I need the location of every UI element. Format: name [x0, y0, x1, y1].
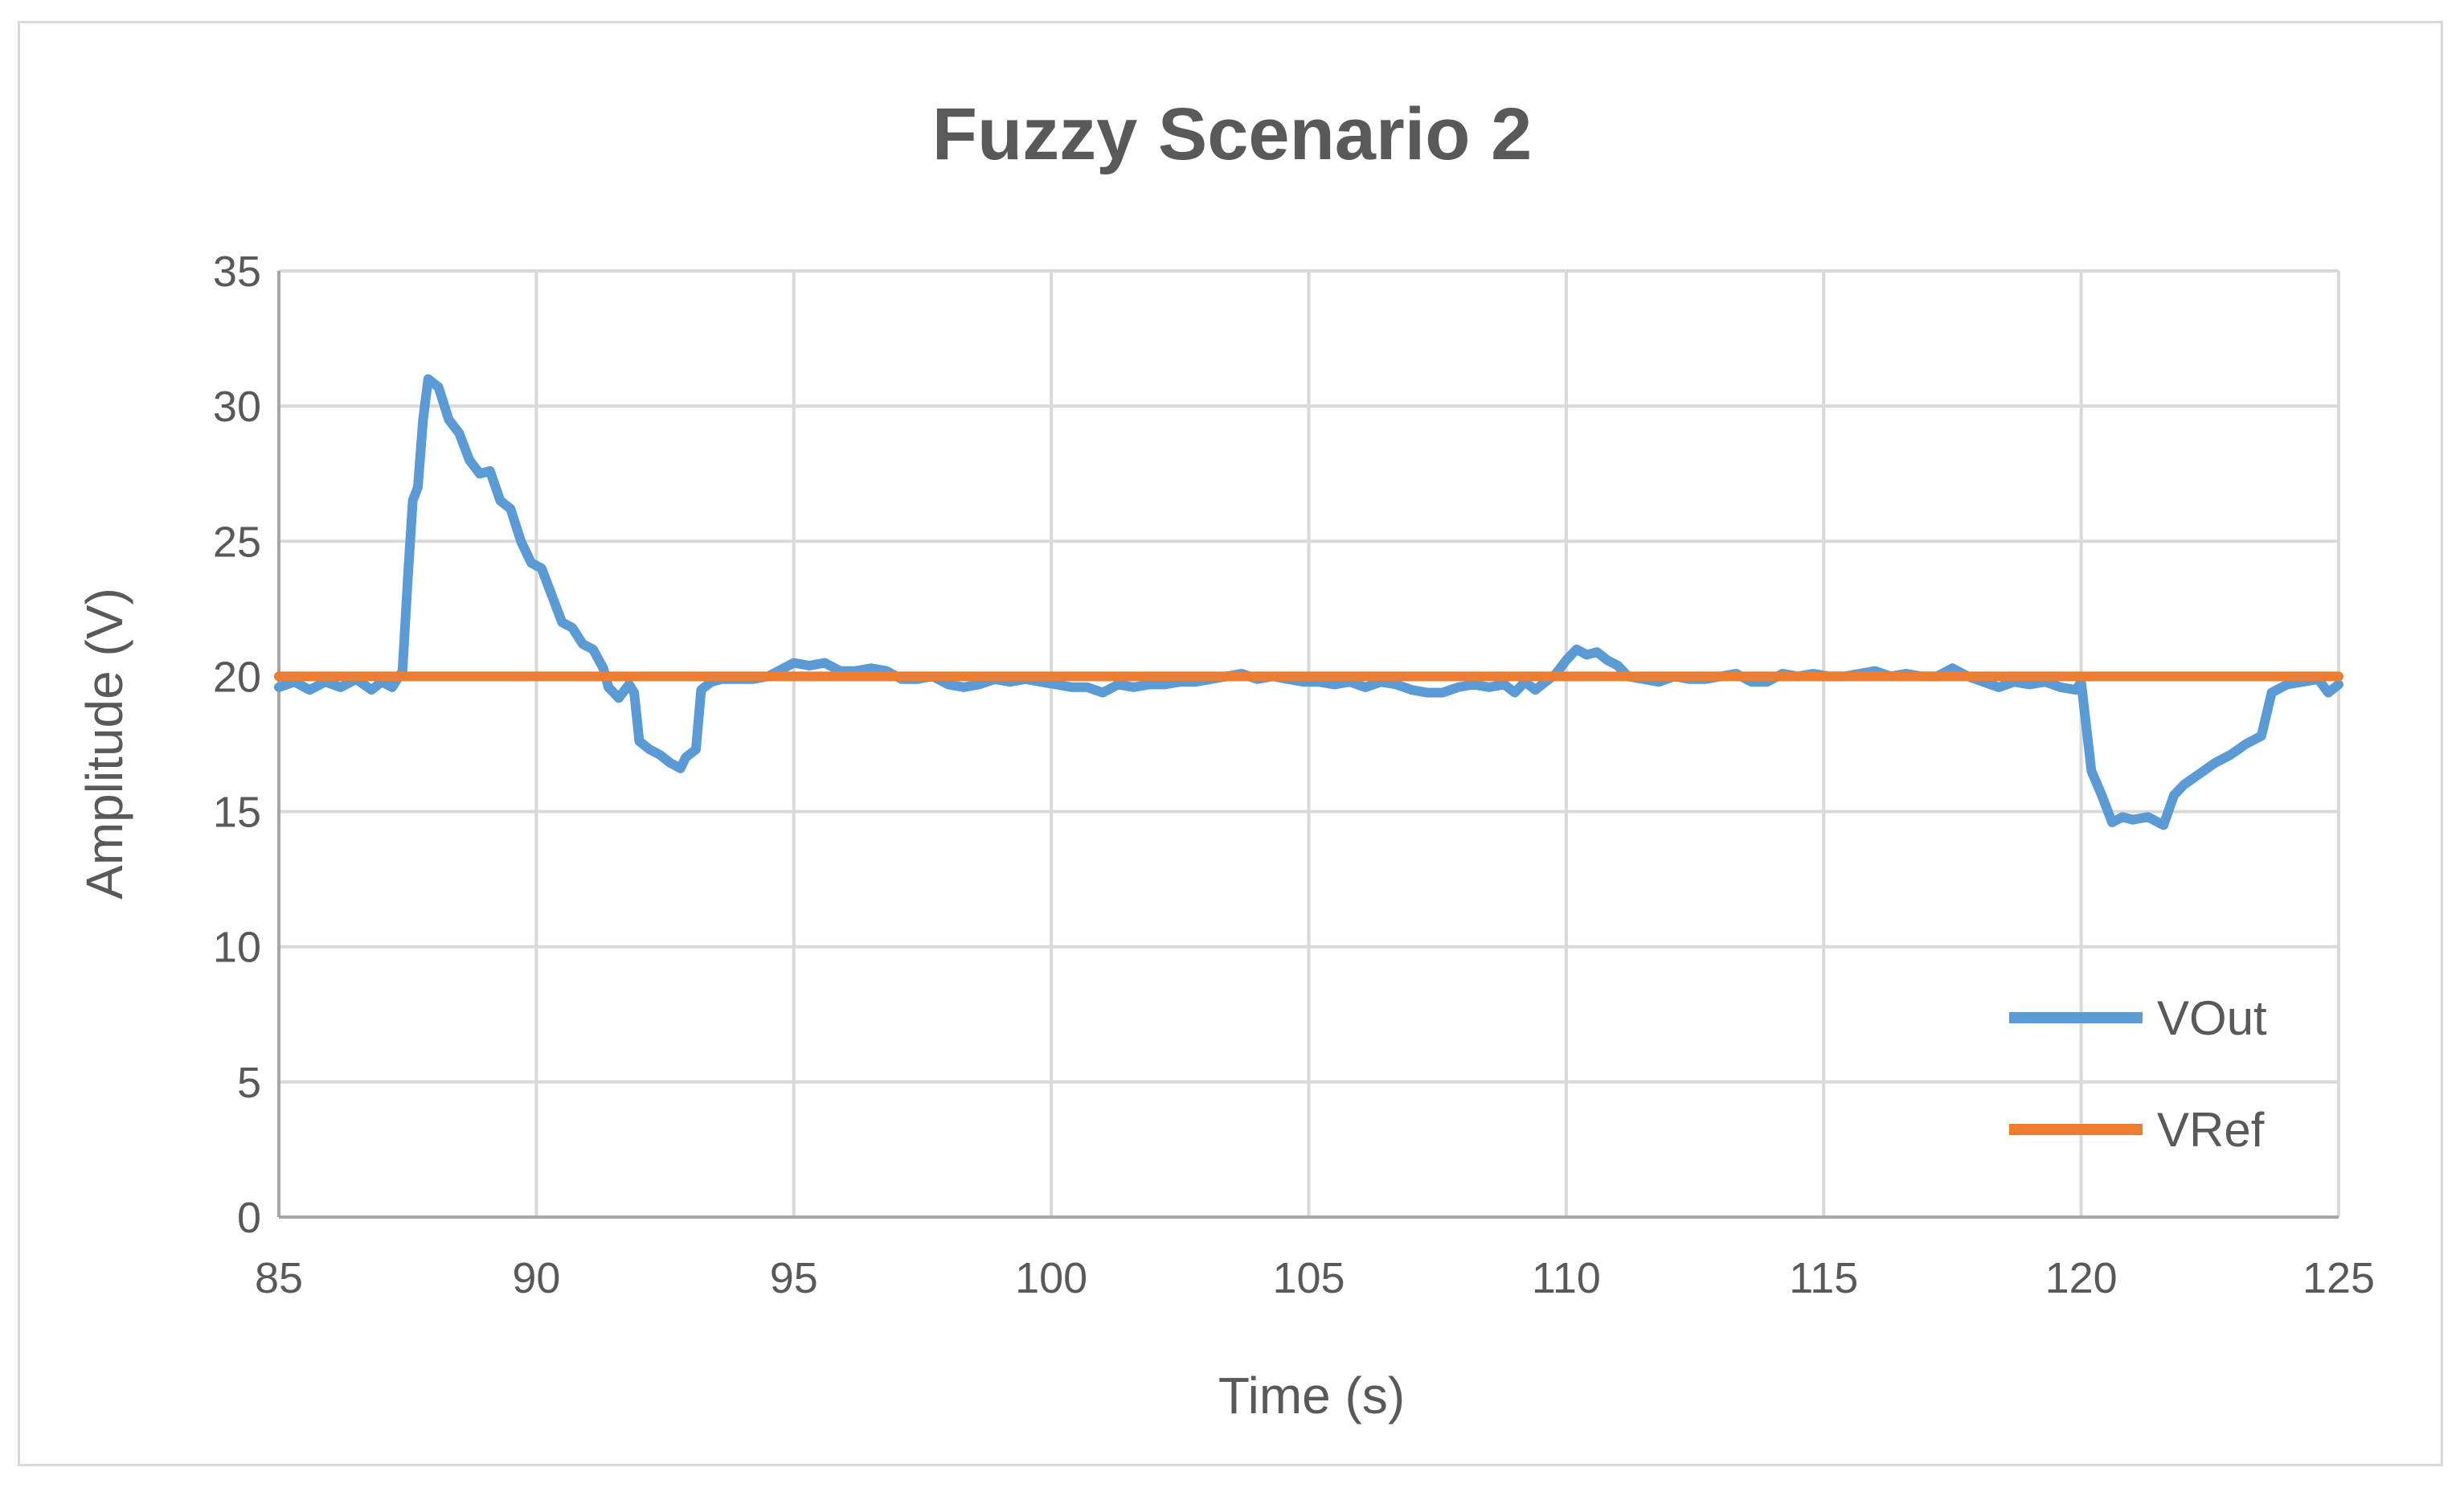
chart-frame: [18, 21, 2443, 1466]
y-tick-label: 5: [237, 1059, 261, 1107]
y-tick-labels: 0 5 10 15 20 25 30 35: [213, 248, 261, 1242]
chart-title: Fuzzy Scenario 2: [932, 93, 1532, 175]
x-tick-labels: 85 90 95 100 105 110 115 120 125: [255, 1254, 2375, 1302]
legend: VOut VRef: [2009, 991, 2267, 1157]
x-tick-label: 110: [1532, 1254, 1601, 1302]
y-tick-label: 0: [237, 1194, 261, 1242]
x-tick-label: 90: [512, 1254, 560, 1302]
y-tick-label: 15: [213, 789, 261, 837]
x-axis-title: Time (s): [1218, 1367, 1405, 1424]
grid-lines: [279, 269, 2340, 1217]
y-axis-title: Amplitude (V): [76, 588, 133, 900]
legend-label-vout: VOut: [2157, 991, 2267, 1045]
x-tick-label: 95: [770, 1254, 818, 1302]
y-tick-label: 10: [213, 924, 261, 972]
y-tick-label: 20: [213, 653, 261, 701]
axes: [277, 271, 2339, 1219]
y-tick-label: 30: [213, 383, 261, 431]
x-tick-label: 105: [1272, 1254, 1345, 1302]
y-tick-label: 35: [213, 248, 261, 296]
x-tick-label: 115: [1789, 1254, 1858, 1302]
x-tick-label: 100: [1015, 1254, 1087, 1302]
x-tick-label: 85: [255, 1254, 303, 1302]
y-tick-label: 25: [213, 518, 261, 566]
x-tick-label: 120: [2045, 1254, 2118, 1302]
series-lines: [274, 374, 2343, 830]
legend-label-vref: VRef: [2157, 1103, 2265, 1157]
x-tick-label: 125: [2302, 1254, 2375, 1302]
